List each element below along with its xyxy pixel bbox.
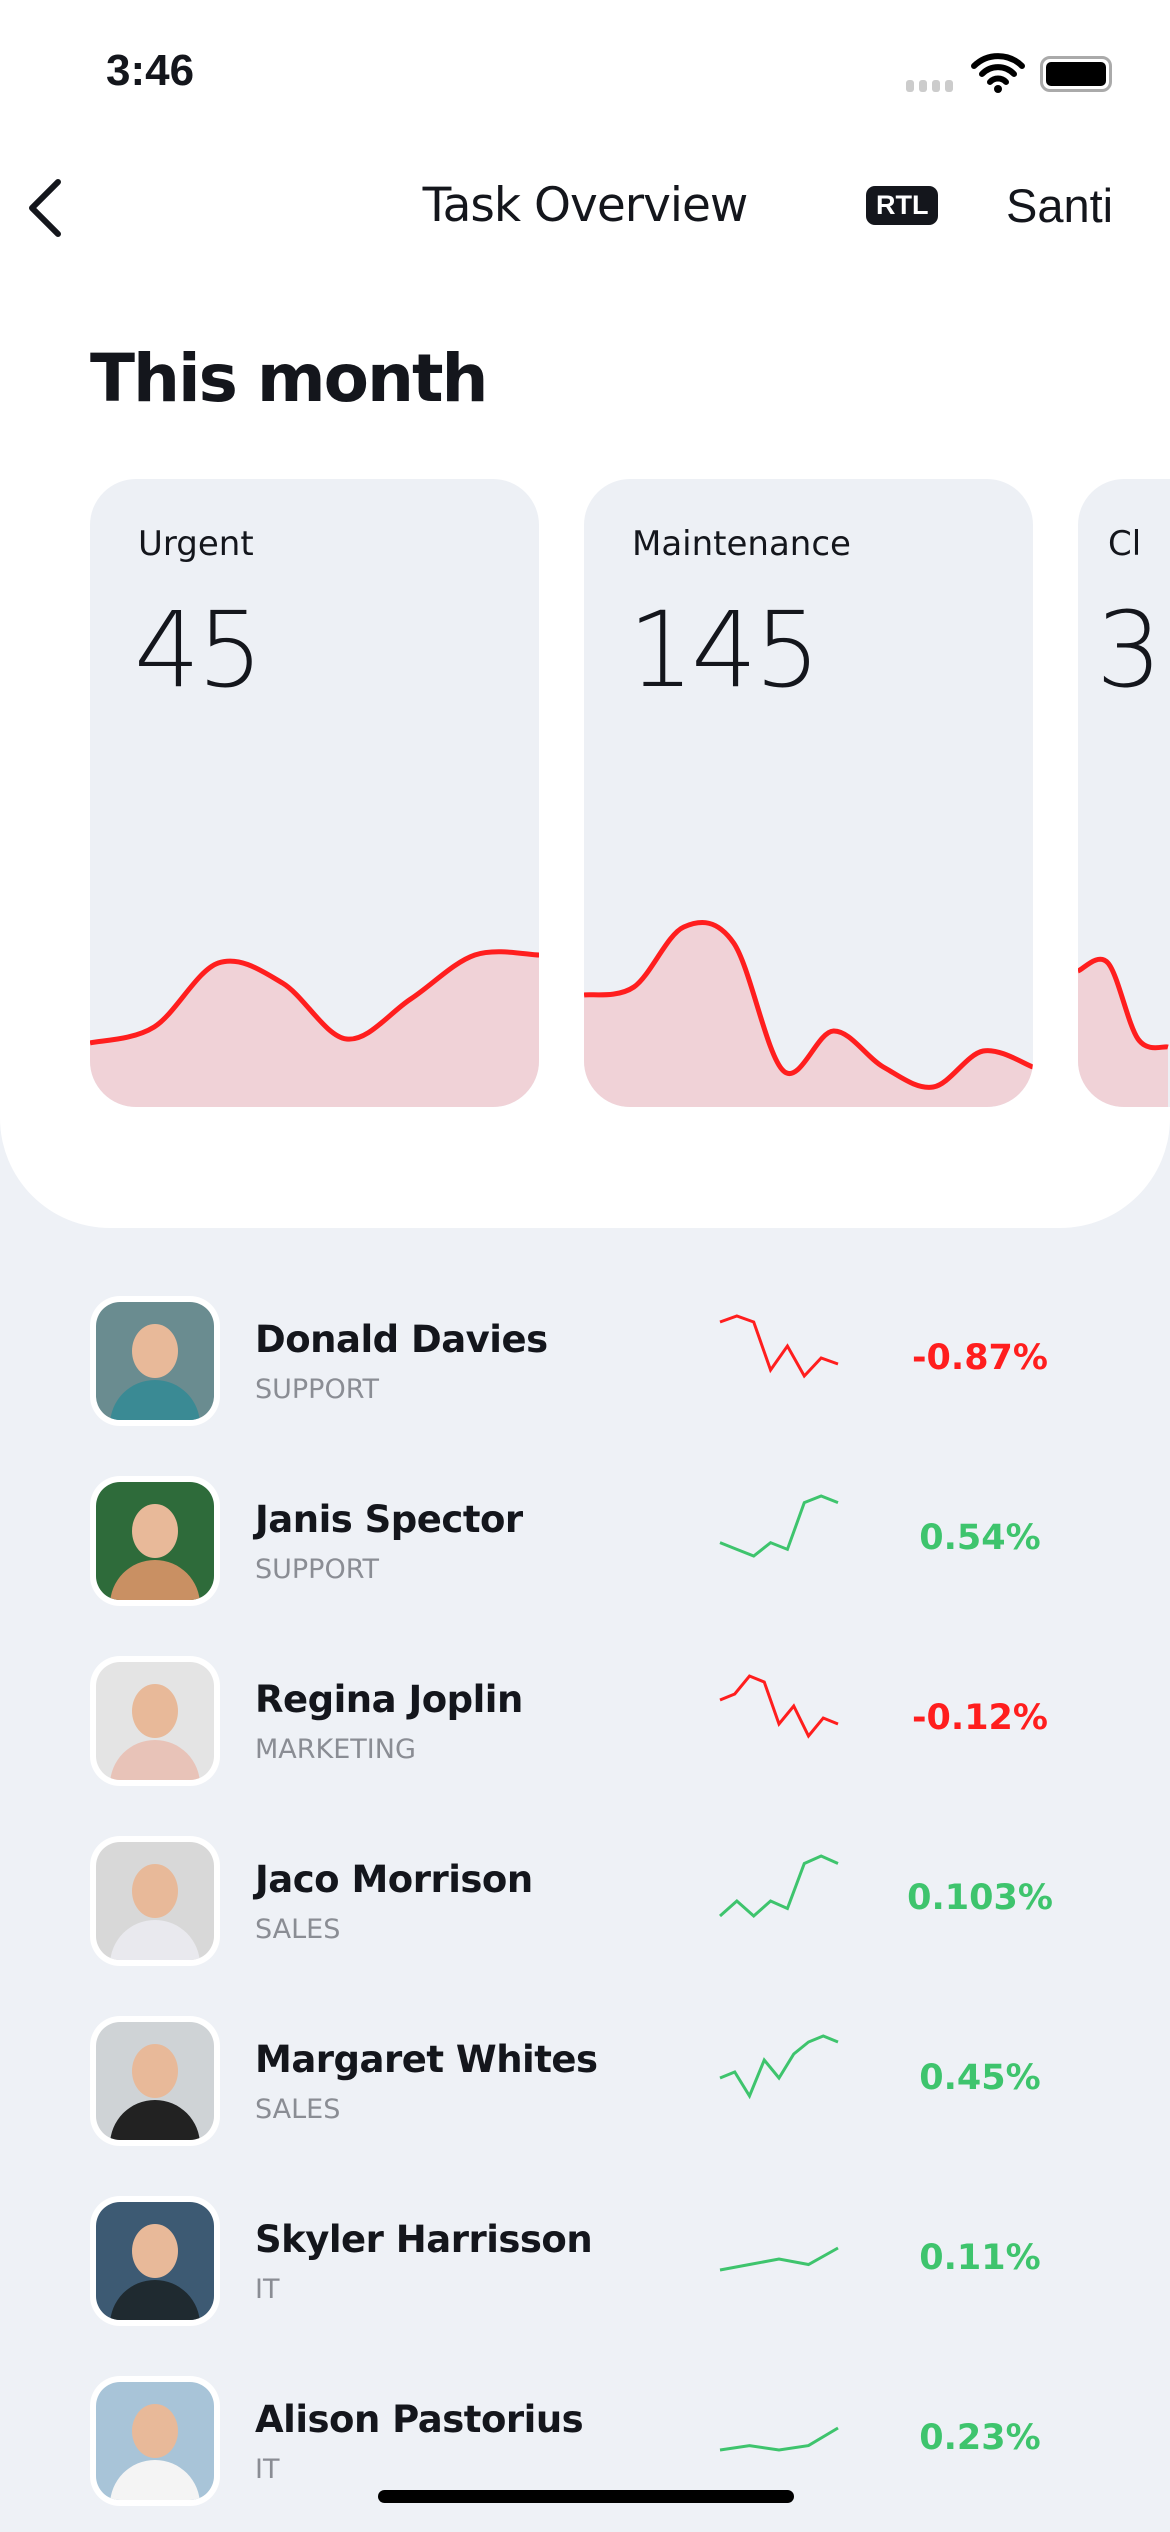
trend-line <box>90 949 539 1046</box>
list-item[interactable]: Skyler Harrisson IT 0.11% <box>0 2170 1170 2350</box>
sparkline-path <box>719 1854 839 1919</box>
trend-line <box>1078 956 1169 1051</box>
person-department: SALES <box>255 2094 341 2125</box>
list-item[interactable]: Regina Joplin MARKETING -0.12% <box>0 1630 1170 1810</box>
person-department: SUPPORT <box>255 1554 380 1585</box>
change-percent: 0.23% <box>919 2418 1041 2458</box>
card-trend-chart <box>90 949 539 1107</box>
sparkline <box>719 2034 839 2100</box>
change-percent: 0.54% <box>919 1518 1041 1558</box>
card-trend-chart <box>584 920 1033 1107</box>
rtl-toggle-button[interactable]: RTL <box>866 186 939 225</box>
home-indicator[interactable] <box>378 2490 794 2503</box>
sparkline <box>719 2426 839 2452</box>
person-department: IT <box>255 2454 280 2485</box>
avatar <box>90 1296 220 1426</box>
change-percent: 0.103% <box>907 1878 1053 1918</box>
list-item[interactable]: Alison Pastorius IT 0.23% <box>0 2350 1170 2530</box>
avatar <box>90 2016 220 2146</box>
card-value: 45 <box>134 589 263 711</box>
person-name: Jaco Morrison <box>255 1858 533 1901</box>
wifi-icon <box>971 53 1025 93</box>
sparkline-path <box>719 2246 839 2272</box>
change-percent: -0.87% <box>912 1338 1048 1378</box>
person-name: Skyler Harrisson <box>255 2218 593 2261</box>
person-name: Janis Spector <box>255 1498 523 1541</box>
list-item[interactable]: Jaco Morrison SALES 0.103% <box>0 1810 1170 1990</box>
card-label: Urgent <box>138 524 254 564</box>
card-value: 145 <box>628 589 821 711</box>
trend-line <box>584 920 1033 1090</box>
list-item[interactable]: Donald Davies SUPPORT -0.87% <box>0 1270 1170 1450</box>
stat-card-0[interactable]: Urgent 45 <box>90 479 539 1107</box>
user-name-button[interactable]: Santi <box>1006 179 1114 232</box>
person-department: SALES <box>255 1914 341 1945</box>
person-name: Regina Joplin <box>255 1678 523 1721</box>
section-title: This month <box>90 340 489 417</box>
person-department: SUPPORT <box>255 1374 380 1405</box>
person-name: Alison Pastorius <box>255 2398 584 2441</box>
signal-icon <box>906 80 953 92</box>
list-item[interactable]: Margaret Whites SALES 0.45% <box>0 1990 1170 2170</box>
person-name: Margaret Whites <box>255 2038 598 2081</box>
avatar <box>90 1656 220 1786</box>
avatar <box>90 1836 220 1966</box>
sparkline-path <box>719 1674 839 1739</box>
sparkline <box>719 2246 839 2272</box>
sparkline <box>719 1674 839 1739</box>
trend-area <box>90 951 539 1107</box>
trend-area <box>1078 959 1168 1107</box>
card-value: 3 <box>1096 589 1162 711</box>
battery-icon <box>1040 56 1112 92</box>
stat-card-1[interactable]: Maintenance 145 <box>584 479 1033 1107</box>
change-percent: -0.12% <box>912 1698 1048 1738</box>
avatar <box>90 1476 220 1606</box>
chevron-left-icon[interactable] <box>22 176 66 240</box>
sparkline-path <box>719 2034 839 2100</box>
change-percent: 0.11% <box>919 2238 1041 2278</box>
sparkline <box>719 1494 839 1558</box>
trend-area <box>584 922 1033 1107</box>
card-label: Maintenance <box>632 524 851 564</box>
status-time: 3:46 <box>106 46 195 95</box>
sparkline-path <box>719 1314 839 1379</box>
sparkline-path <box>719 1494 839 1558</box>
person-department: IT <box>255 2274 280 2305</box>
sparkline-path <box>719 2426 839 2452</box>
person-department: MARKETING <box>255 1734 416 1765</box>
sparkline <box>719 1314 839 1379</box>
avatar <box>90 2376 220 2506</box>
stat-card-2[interactable]: Cl 3 <box>1078 479 1170 1107</box>
person-name: Donald Davies <box>255 1318 548 1361</box>
change-percent: 0.45% <box>919 2058 1041 2098</box>
sparkline <box>719 1854 839 1919</box>
page-title: Task Overview <box>422 178 749 233</box>
avatar <box>90 2196 220 2326</box>
card-label: Cl <box>1108 524 1142 564</box>
list-item[interactable]: Janis Spector SUPPORT 0.54% <box>0 1450 1170 1630</box>
card-trend-chart <box>1078 956 1169 1107</box>
